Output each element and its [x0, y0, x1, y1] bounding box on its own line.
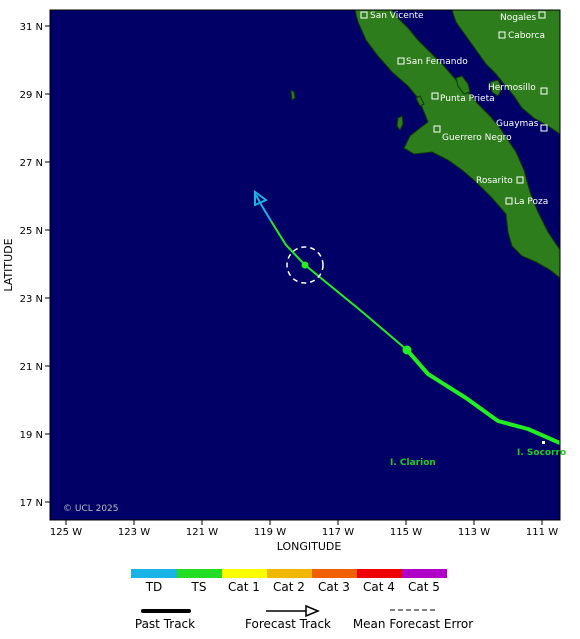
- city-label-punta-prieta: Punta Prieta: [440, 94, 495, 104]
- forecast-position-dot: [301, 261, 309, 269]
- lon-tick-label-125w: 125 W: [50, 527, 82, 538]
- city-marker-guaymas: [540, 124, 548, 132]
- city-label-caborca: Caborca: [508, 31, 545, 41]
- city-marker-nogales: [538, 11, 546, 19]
- city-label-la-poza: La Poza: [514, 197, 548, 207]
- category-legend: TD TS Cat 1 Cat 2 Cat 3 Cat 4 Cat 5: [131, 569, 447, 594]
- lat-tick-label-21n: 21 N: [20, 362, 43, 373]
- copyright-notice: © UCL 2025: [63, 504, 119, 514]
- legend-label-ts: TS: [191, 580, 207, 594]
- legend-label-cat2: Cat 2: [273, 580, 305, 594]
- cedros-island: [396, 115, 404, 131]
- mainland-mexico-landmass: [451, 10, 560, 135]
- storm-track: [254, 190, 560, 445]
- forecast-track-td-segment: [255, 194, 272, 222]
- lat-tick-label-25n: 25 N: [20, 226, 43, 237]
- city-label-guaymas: Guaymas: [496, 119, 539, 129]
- lon-tick-label-115w: 115 W: [390, 527, 422, 538]
- city-marker-punta-prieta: [431, 92, 439, 100]
- city-label-guerrero-negro: Guerrero Negro: [442, 133, 512, 143]
- lon-tick-label-119w: 119 W: [254, 527, 286, 538]
- forecast-track-arrowhead: [254, 190, 268, 207]
- legend-label-td: TD: [145, 580, 163, 594]
- lat-tick-label-29n: 29 N: [20, 90, 43, 101]
- mean-forecast-error-circle: [286, 246, 324, 284]
- past-track-legend-label: Past Track: [135, 617, 195, 631]
- socorro-island-marker: [542, 441, 545, 444]
- legend-swatch-cat5: [402, 569, 447, 578]
- city-marker-caborca: [498, 31, 506, 39]
- city-marker-guerrero-negro: [433, 125, 441, 133]
- island-label-socorro: I. Socorro: [517, 448, 566, 458]
- city-marker-la-poza: [505, 197, 513, 205]
- city-label-san-fernando: San Fernando: [406, 57, 468, 67]
- city-marker-san-vicente: [360, 11, 368, 19]
- tiburon-island: [489, 79, 503, 97]
- city-marker-rosarito: [516, 176, 524, 184]
- city-label-san-vicente: San Vicente: [370, 11, 424, 21]
- lon-tick-label-121w: 121 W: [186, 527, 218, 538]
- mean-error-legend-label: Mean Forecast Error: [353, 617, 473, 631]
- lat-tick-label-19n: 19 N: [20, 430, 43, 441]
- legend-swatch-td: [131, 569, 177, 578]
- city-marker-san-fernando: [397, 57, 405, 65]
- current-position-dot: [402, 345, 412, 355]
- city-marker-hermosillo: [540, 87, 548, 95]
- longitude-tick-marks: [65, 520, 543, 525]
- lon-tick-label-111w: 111 W: [526, 527, 558, 538]
- legend-swatch-cat3: [312, 569, 357, 578]
- lat-tick-label-31n: 31 N: [20, 22, 43, 33]
- island-label-clarion: I. Clarion: [390, 458, 436, 468]
- peninsula-island-small: [415, 95, 425, 107]
- city-markers: [360, 11, 548, 205]
- y-axis-title: LATITUDE: [2, 238, 15, 291]
- lon-tick-label-113w: 113 W: [458, 527, 490, 538]
- forecast-track-legend-arrow-icon: [305, 604, 320, 618]
- legend-swatch-ts: [177, 569, 222, 578]
- x-axis-title: LONGITUDE: [277, 540, 342, 553]
- track-legend: Past Track Forecast Track Mean Forecast …: [135, 604, 473, 631]
- legend-swatch-cat4: [357, 569, 402, 578]
- city-label-nogales: Nogales: [500, 13, 537, 23]
- lat-tick-label-23n: 23 N: [20, 294, 43, 305]
- angel-de-la-guarda-island: [455, 75, 471, 95]
- legend-label-cat3: Cat 3: [318, 580, 350, 594]
- legend-swatch-cat2: [267, 569, 312, 578]
- past-track-line: [405, 348, 560, 445]
- legend-swatch-cat1: [222, 569, 267, 578]
- lat-tick-label-17n: 17 N: [20, 498, 43, 509]
- city-label-rosarito: Rosarito: [476, 176, 513, 186]
- lon-tick-label-117w: 117 W: [322, 527, 354, 538]
- legend-label-cat5: Cat 5: [408, 580, 440, 594]
- forecast-track-legend-label: Forecast Track: [245, 617, 331, 631]
- legend-label-cat1: Cat 1: [228, 580, 260, 594]
- guadalupe-island: [290, 88, 296, 101]
- plot-frame: [49, 9, 561, 521]
- lon-tick-label-123w: 123 W: [118, 527, 150, 538]
- latitude-tick-marks: [45, 25, 50, 503]
- city-label-hermosillo: Hermosillo: [488, 83, 536, 93]
- legend-label-cat4: Cat 4: [363, 580, 395, 594]
- lat-tick-label-27n: 27 N: [20, 158, 43, 169]
